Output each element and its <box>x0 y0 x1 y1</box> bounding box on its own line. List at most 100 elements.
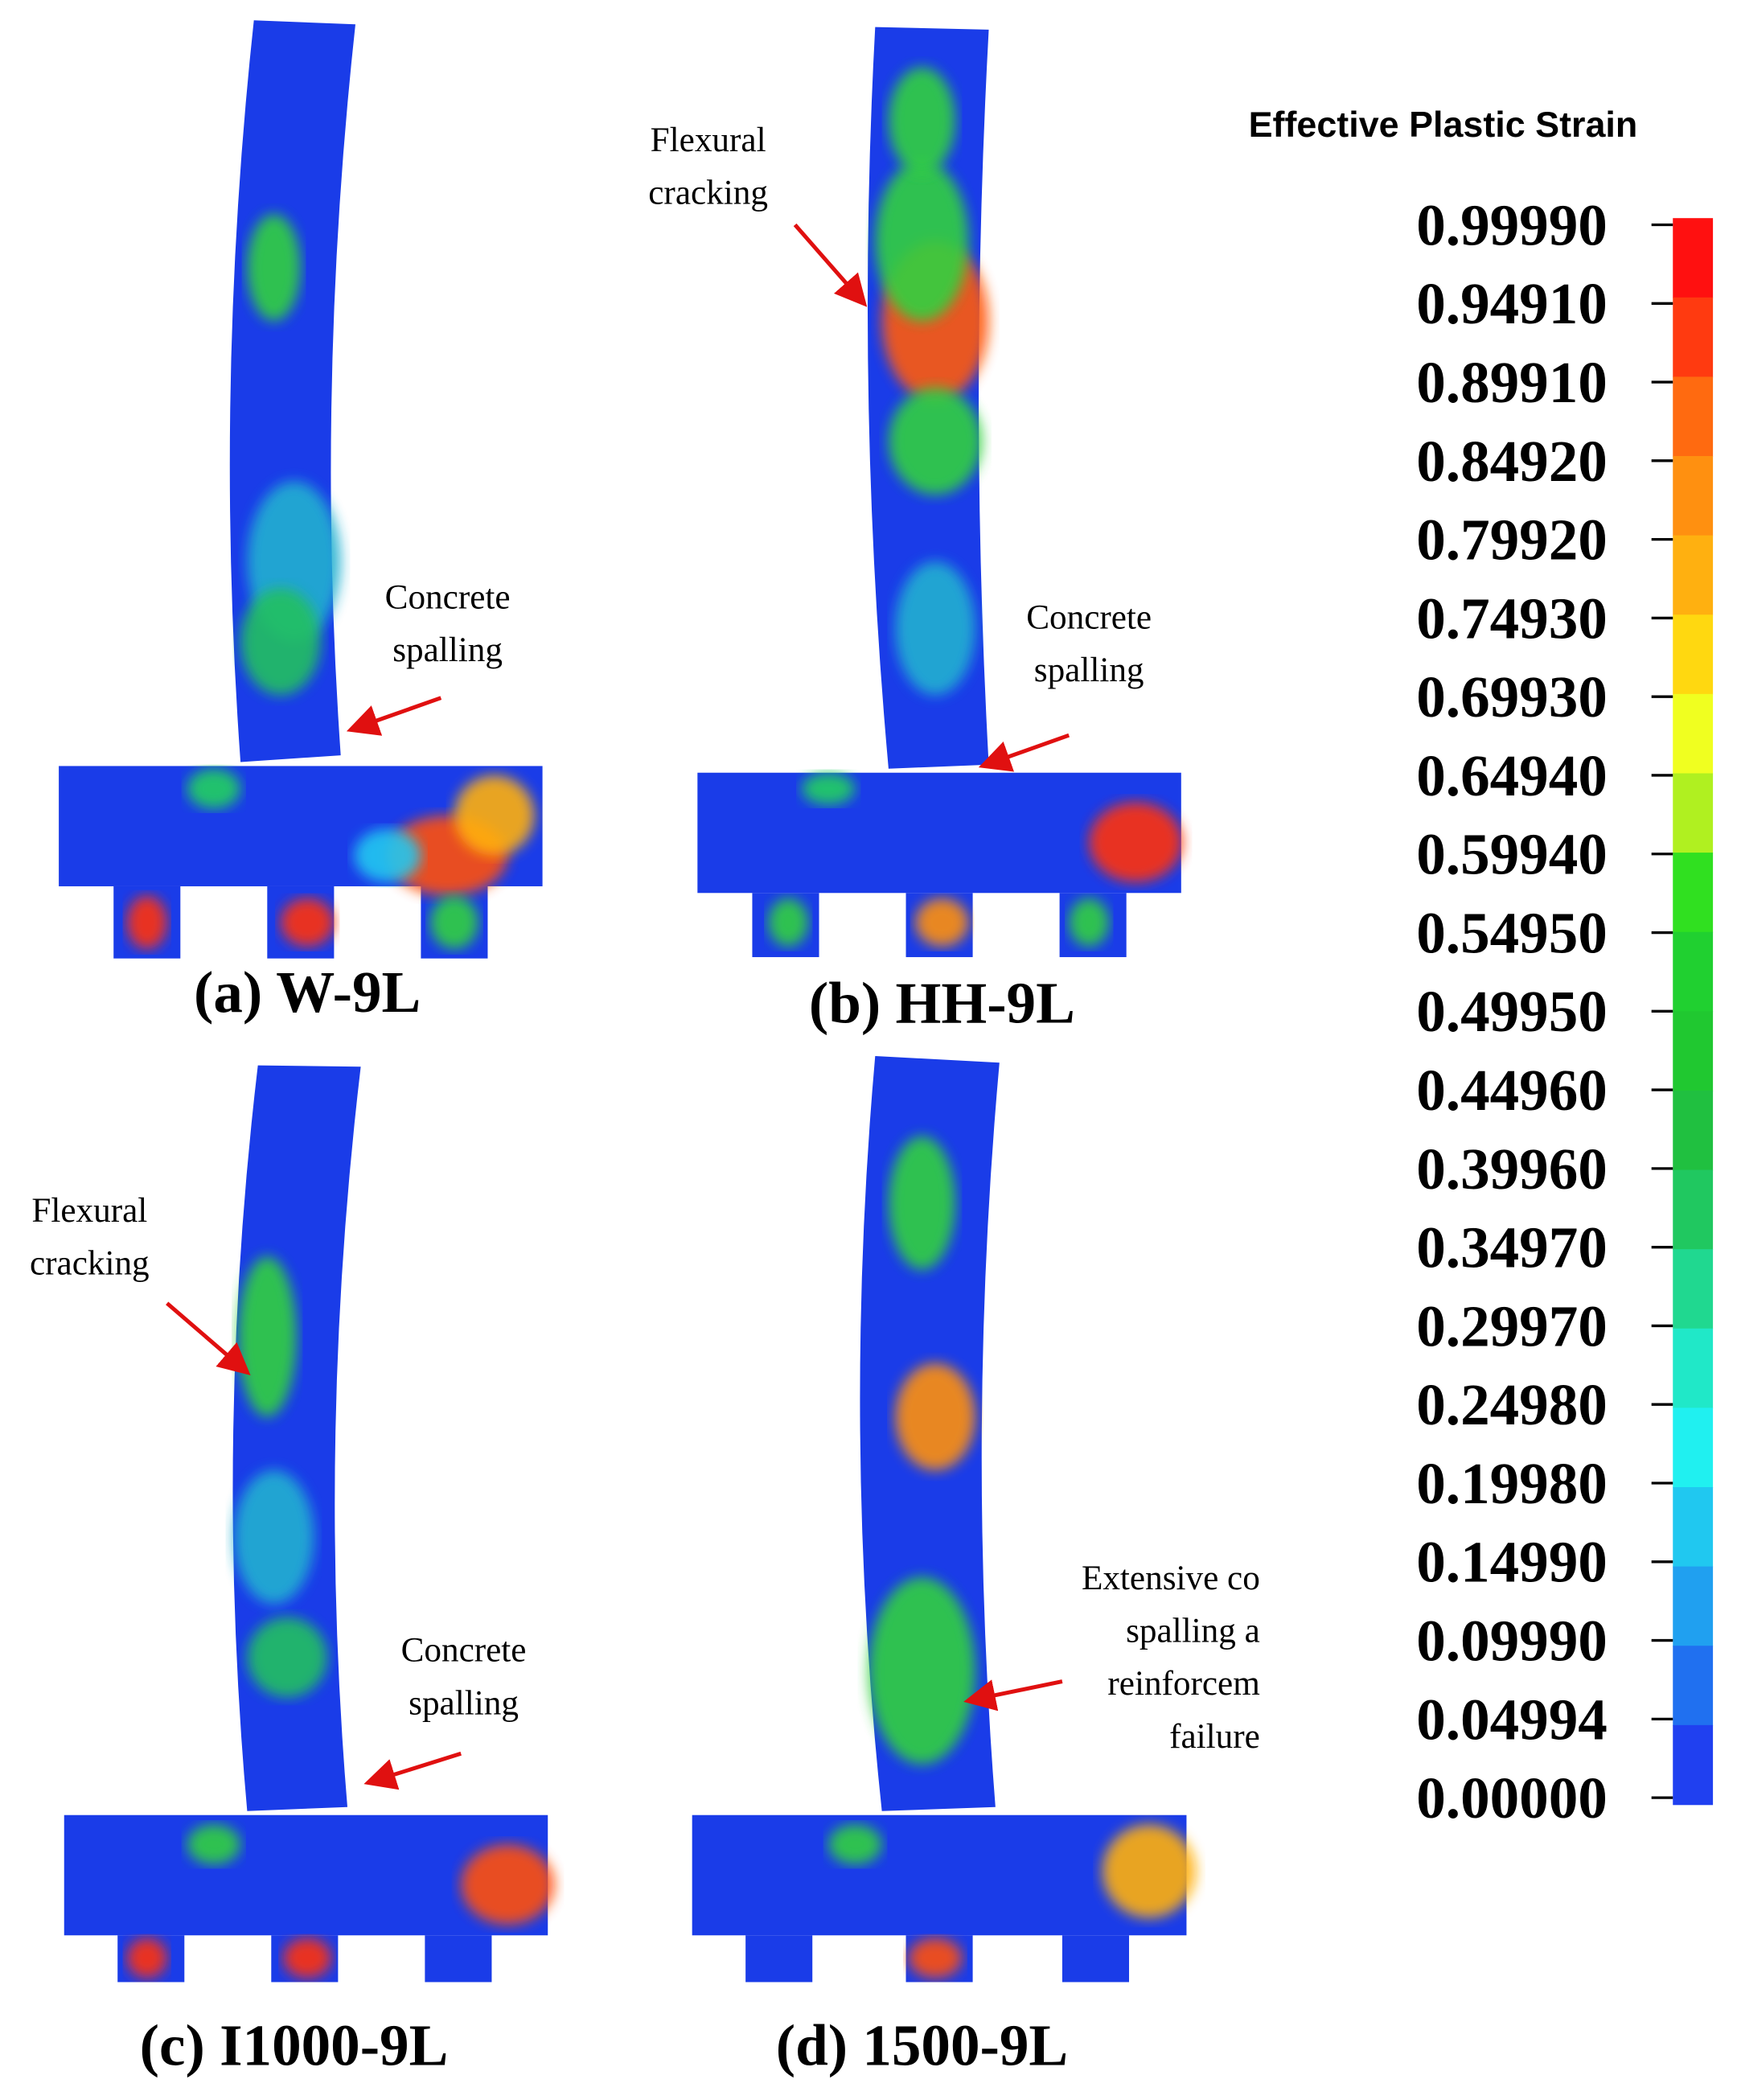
colorbar-label: 0.99990 <box>1416 192 1608 257</box>
colorbar-segment <box>1673 773 1714 853</box>
annotation-text: cracking <box>30 1245 150 1283</box>
annotation-text: spalling <box>392 631 503 669</box>
colorbar-label: 0.24980 <box>1416 1372 1608 1437</box>
strain-contour <box>247 214 301 322</box>
annotation-text: failure <box>1169 1718 1260 1756</box>
colorbar-segment <box>1673 218 1714 298</box>
annotation-text: Concrete <box>385 578 511 616</box>
annotation-text: spalling <box>1034 651 1144 689</box>
colorbar-label: 0.04994 <box>1416 1687 1608 1752</box>
strain-contour <box>1102 1824 1197 1918</box>
colorbar-label: 0.59940 <box>1416 822 1608 887</box>
strain-contour <box>915 898 969 947</box>
strain-contour <box>1069 898 1110 947</box>
colorbar-label: 0.49950 <box>1416 979 1608 1044</box>
colorbar-segment <box>1673 1646 1714 1726</box>
strain-contour <box>801 772 856 805</box>
panel-caption: (d) 1500-9L <box>776 2012 1068 2077</box>
strain-contour <box>888 67 955 175</box>
strain-contour <box>768 898 809 947</box>
strain-contour <box>828 1824 882 1865</box>
strain-contour <box>283 1938 332 1979</box>
strain-contour <box>126 895 167 950</box>
pile <box>1062 1935 1129 1983</box>
annotation-text: Flexural <box>651 121 766 159</box>
colorbar-label: 0.54950 <box>1416 900 1608 965</box>
strain-contour <box>280 898 335 947</box>
pile <box>425 1935 492 1983</box>
annotation-arrow <box>978 733 1070 772</box>
column <box>232 1065 361 1811</box>
colorbar-segment <box>1673 614 1714 695</box>
annotation-text: spalling <box>409 1684 519 1722</box>
annotation-text: Concrete <box>401 1632 527 1670</box>
annotation: Concrete spalling <box>401 1632 527 1723</box>
colorbar-segment <box>1673 1090 1714 1171</box>
colorbar-segment <box>1673 1249 1714 1329</box>
strain-contour <box>187 768 241 809</box>
strain-contour <box>895 561 975 696</box>
colorbar-label: 0.09990 <box>1416 1608 1608 1673</box>
strain-contour <box>868 1576 975 1765</box>
colorbar-label: 0.00000 <box>1416 1765 1608 1831</box>
annotation: Extensive co spalling a reinforcem failure <box>1082 1560 1260 1756</box>
annotation-arrow <box>166 1301 251 1375</box>
annotation: Flexural cracking <box>30 1192 150 1283</box>
annotation-text: Concrete <box>1026 598 1152 636</box>
colorbar-label: 0.64940 <box>1416 743 1608 808</box>
colorbar-label: 0.14990 <box>1416 1530 1608 1595</box>
annotation-text: Extensive co <box>1082 1560 1260 1597</box>
strain-contour <box>454 775 535 856</box>
strain-contour <box>430 895 478 950</box>
colorbar-label: 0.89910 <box>1416 350 1608 415</box>
colorbar-label: 0.44960 <box>1416 1058 1608 1123</box>
strain-contour <box>233 1470 314 1605</box>
colorbar-label: 0.69930 <box>1416 664 1608 729</box>
panel-caption: (c) I1000-9L <box>140 2012 449 2077</box>
colorbar-label: 0.84920 <box>1416 429 1608 494</box>
panel-caption: (b) HH-9L <box>809 970 1075 1035</box>
colorbar-segment <box>1673 1566 1714 1647</box>
colorbar-segment <box>1673 931 1714 1013</box>
colorbar-segment <box>1673 853 1714 933</box>
strain-contour <box>240 588 321 696</box>
strain-contour <box>461 1844 555 1925</box>
annotation: Concrete spalling <box>1026 598 1152 689</box>
strain-contour <box>247 1617 328 1698</box>
annotation: Flexural cracking <box>648 121 768 212</box>
strain-contour <box>126 1938 167 1979</box>
strain-contour <box>237 1256 297 1417</box>
colorbar-segment <box>1673 1408 1714 1488</box>
strain-contour <box>895 1363 975 1471</box>
strain-contour <box>354 828 421 882</box>
colorbar-segment <box>1673 1486 1714 1568</box>
colorbar-label: 0.79920 <box>1416 508 1608 573</box>
annotation-arrow <box>963 1679 1063 1712</box>
colorbar-segment <box>1673 376 1714 457</box>
annotation-arrow <box>363 1751 462 1790</box>
annotation-text: reinforcem <box>1107 1665 1259 1703</box>
annotation-text: cracking <box>648 175 768 212</box>
strain-contour <box>908 1938 963 1979</box>
annotation: Concrete spalling <box>385 578 511 669</box>
colorbar-segment <box>1673 297 1714 378</box>
strain-contour <box>888 1136 955 1270</box>
strain-contour <box>187 1824 241 1865</box>
colorbar-segment <box>1673 693 1714 775</box>
colorbar-label: 0.74930 <box>1416 586 1608 651</box>
strain-contour <box>875 160 969 322</box>
colorbar-label: 0.34970 <box>1416 1215 1608 1280</box>
strain-contour <box>888 388 983 495</box>
colorbar-segment <box>1673 1328 1714 1409</box>
annotation-arrow <box>346 696 442 736</box>
annotation-arrow <box>793 223 868 307</box>
colorbar-segment <box>1673 1169 1714 1250</box>
colorbar-label: 0.94910 <box>1416 271 1608 336</box>
annotation-text: spalling a <box>1126 1613 1260 1650</box>
strain-contour <box>1089 802 1183 882</box>
colorbar-segment <box>1673 1724 1714 1806</box>
colorbar-label: 0.29970 <box>1416 1293 1608 1358</box>
legend-title: Effective Plastic Strain <box>1249 104 1638 145</box>
colorbar-segment <box>1673 456 1714 536</box>
